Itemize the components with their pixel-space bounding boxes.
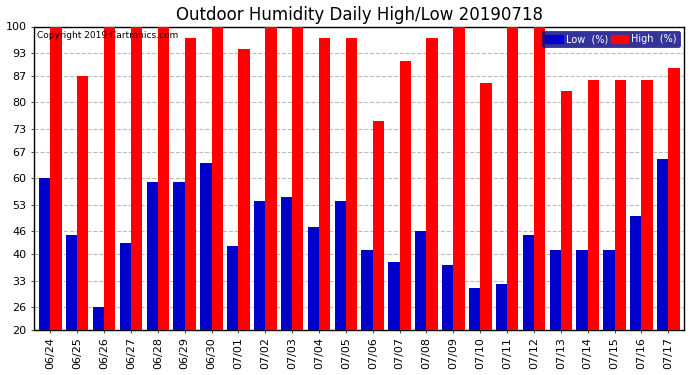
Bar xyxy=(362,250,373,330)
Bar xyxy=(254,201,265,330)
Bar xyxy=(119,243,131,330)
Bar xyxy=(104,27,115,330)
Bar xyxy=(158,27,169,330)
Title: Outdoor Humidity Daily High/Low 20190718: Outdoor Humidity Daily High/Low 20190718 xyxy=(176,6,543,24)
Bar xyxy=(265,27,277,330)
Bar xyxy=(131,27,142,330)
Bar xyxy=(50,27,61,330)
Bar xyxy=(657,159,669,330)
Bar xyxy=(308,228,319,330)
Bar xyxy=(442,266,453,330)
Bar xyxy=(200,163,212,330)
Bar xyxy=(630,216,642,330)
Bar xyxy=(507,27,518,330)
Text: Copyright 2019 Cartronics.com: Copyright 2019 Cartronics.com xyxy=(37,31,179,40)
Bar xyxy=(281,197,292,330)
Bar xyxy=(319,38,331,330)
Bar xyxy=(615,80,626,330)
Bar xyxy=(523,235,534,330)
Bar xyxy=(426,38,437,330)
Bar xyxy=(642,80,653,330)
Bar xyxy=(588,80,599,330)
Bar xyxy=(576,250,588,330)
Bar xyxy=(534,27,545,330)
Bar xyxy=(239,49,250,330)
Bar xyxy=(173,182,185,330)
Bar xyxy=(92,307,104,330)
Bar xyxy=(227,246,239,330)
Bar xyxy=(469,288,480,330)
Bar xyxy=(66,235,77,330)
Bar xyxy=(39,178,50,330)
Bar xyxy=(346,38,357,330)
Bar xyxy=(388,261,400,330)
Bar xyxy=(603,250,615,330)
Bar xyxy=(400,61,411,330)
Bar xyxy=(669,68,680,330)
Bar xyxy=(496,284,507,330)
Bar xyxy=(453,27,464,330)
Bar xyxy=(373,121,384,330)
Bar xyxy=(185,38,196,330)
Bar xyxy=(77,76,88,330)
Bar xyxy=(561,91,572,330)
Bar xyxy=(415,231,426,330)
Bar xyxy=(480,83,491,330)
Bar xyxy=(212,27,223,330)
Bar xyxy=(292,27,304,330)
Bar xyxy=(146,182,158,330)
Bar xyxy=(549,250,561,330)
Legend: Low  (%), High  (%): Low (%), High (%) xyxy=(542,32,680,47)
Bar xyxy=(335,201,346,330)
